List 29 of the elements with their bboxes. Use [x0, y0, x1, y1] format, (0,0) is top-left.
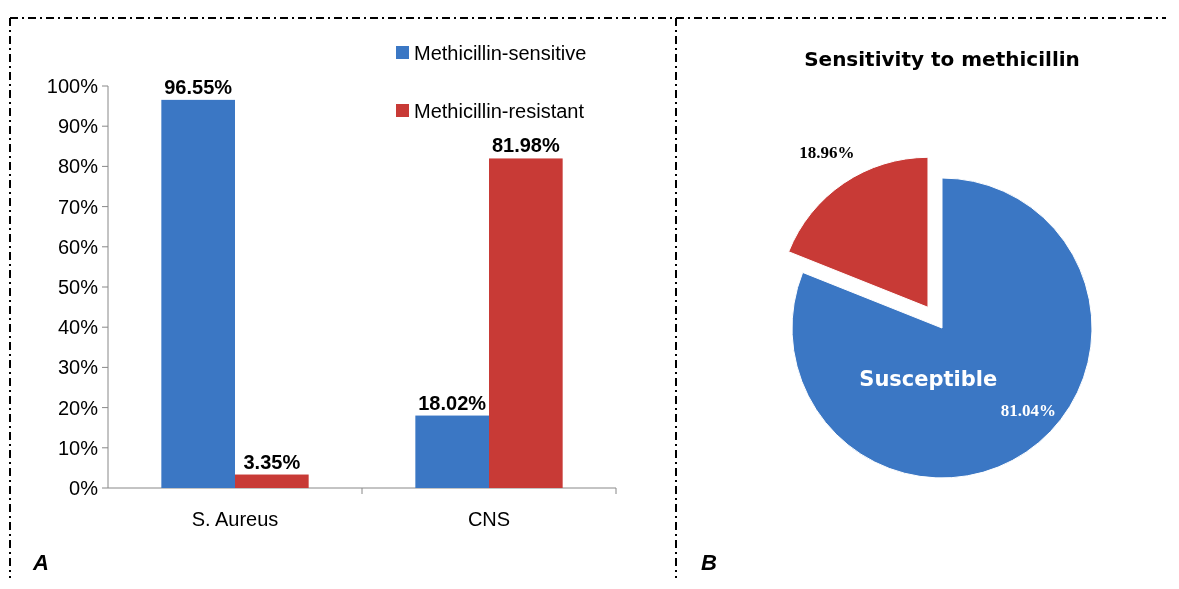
text: B	[701, 550, 717, 575]
y-tick-label: 0%	[69, 477, 99, 499]
y-tick-label: 20%	[57, 396, 99, 419]
x-tick-label: CNS	[467, 508, 511, 530]
text: A	[32, 550, 49, 575]
y-tick-label: 30%	[57, 356, 99, 379]
y-tick-label: 90%	[57, 115, 99, 138]
data-label: 81.04%	[1000, 401, 1056, 421]
data-label: 81.98%	[491, 134, 560, 157]
data-label: 18.02%	[418, 391, 487, 414]
y-tick-label: 60%	[57, 235, 99, 258]
bar	[161, 99, 235, 488]
data-label: 96.55%	[164, 75, 233, 98]
legend-label: Methicillin-sensitive	[414, 42, 587, 64]
bar	[489, 158, 563, 488]
legend-label: Methicillin-resistant	[414, 100, 585, 122]
y-tick-label: 10%	[57, 436, 99, 459]
y-tick-label: 50%	[57, 276, 99, 298]
bar	[415, 415, 489, 488]
data-label: 3.35%	[243, 450, 301, 473]
bar	[235, 474, 309, 488]
y-tick-label: 40%	[57, 316, 99, 339]
chart-title: Sensitivity to methicillin	[804, 47, 1080, 71]
x-tick-label: S. Aureus	[191, 508, 279, 530]
y-tick-label: 100%	[46, 75, 99, 97]
y-tick-label: 70%	[57, 195, 99, 218]
data-label: 18.96%	[799, 143, 855, 163]
slice-label: Susceptible	[859, 367, 998, 392]
y-tick-label: 80%	[57, 155, 99, 178]
